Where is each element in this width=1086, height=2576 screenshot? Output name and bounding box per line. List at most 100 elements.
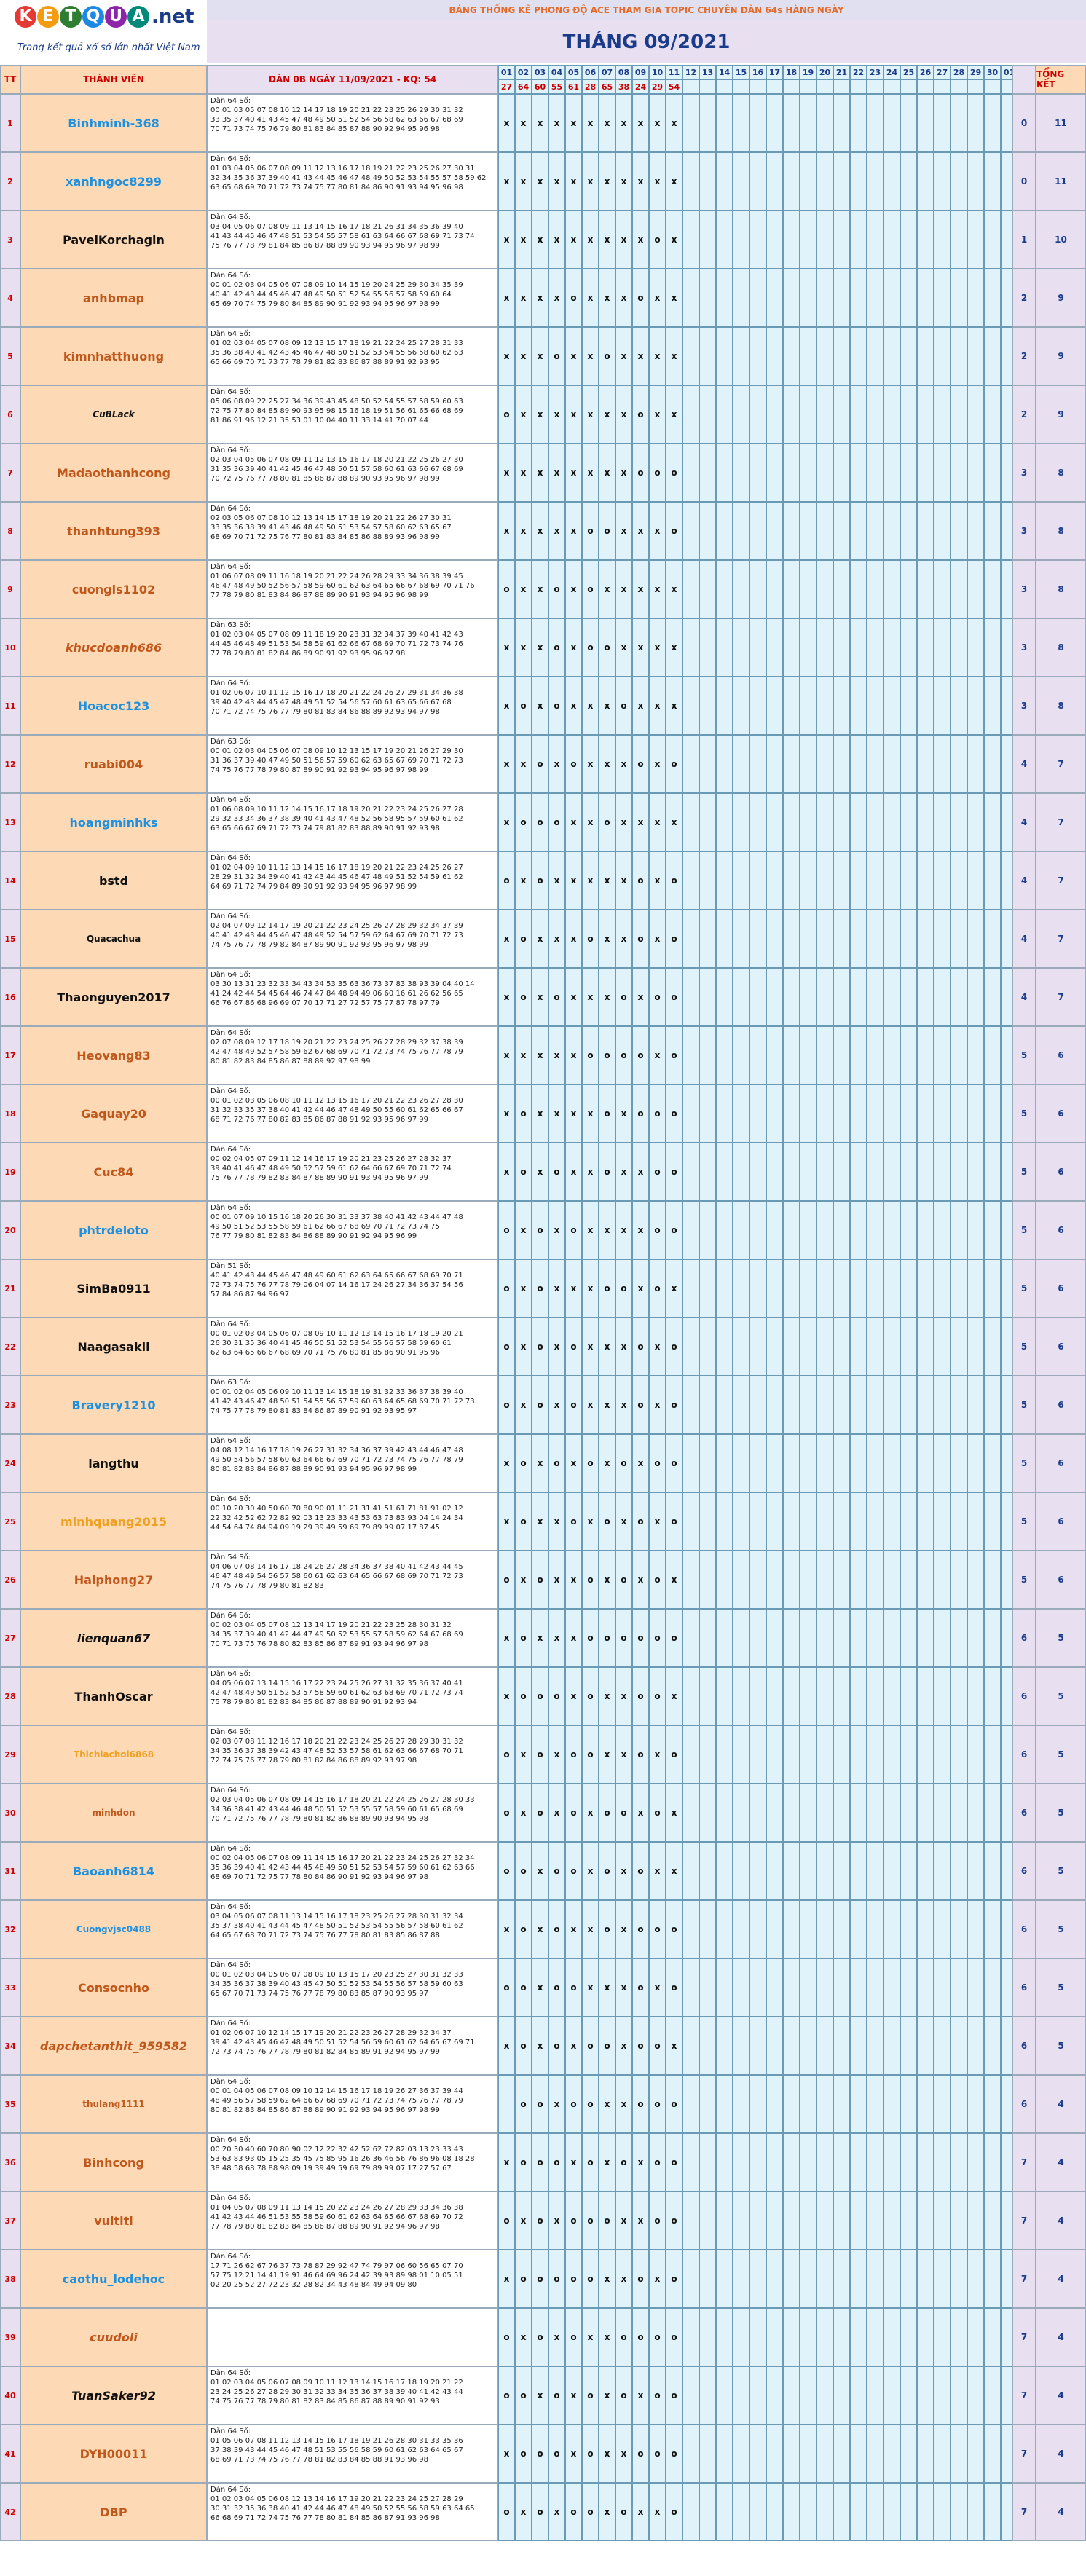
member-name[interactable]: anhbmap	[20, 269, 207, 327]
day-mark	[749, 2250, 766, 2308]
member-name[interactable]: phtrdeloto	[20, 1201, 207, 1259]
miss-count: 6	[1012, 1900, 1036, 1958]
member-name[interactable]: Gaquay20	[20, 1084, 207, 1143]
logo-area[interactable]: K E T Q U A .net Trang kết quả xổ số lớn nhất …	[0, 0, 207, 65]
member-name[interactable]: Cuongvjsc0488	[20, 1900, 207, 1958]
day-mark: x	[599, 1376, 615, 1434]
member-name[interactable]: Cuc84	[20, 1143, 207, 1201]
member-name[interactable]: Naagasakii	[20, 1317, 207, 1376]
day-mark: o	[515, 2425, 532, 2483]
day-mark: o	[565, 2075, 582, 2133]
day-mark	[800, 1784, 817, 1842]
number-set-line: 34 36 38 41 42 43 44 46 48 50 51 52 53 5…	[210, 1805, 463, 1813]
day-mark	[682, 1551, 699, 1609]
number-set-title: Dàn 64 Số:	[210, 971, 251, 979]
member-name[interactable]: Hoacoc123	[20, 677, 207, 735]
day-result: 54	[666, 79, 682, 94]
member-name[interactable]: DYH00011	[20, 2425, 207, 2483]
member-name[interactable]: langthu	[20, 1434, 207, 1492]
member-name[interactable]: Haiphong27	[20, 1551, 207, 1609]
day-mark	[800, 851, 817, 910]
number-set-line: 39 40 41 46 47 48 49 50 52 57 59 61 62 6…	[210, 1165, 452, 1173]
member-name[interactable]: Quacachua	[20, 910, 207, 968]
day-mark: o	[515, 1958, 532, 2017]
member-name[interactable]: Baoanh6814	[20, 1842, 207, 1900]
day-mark	[783, 1026, 800, 1084]
member-name[interactable]: SimBa0911	[20, 1259, 207, 1317]
day-mark	[766, 1551, 783, 1609]
day-mark	[766, 1201, 783, 1259]
number-set-line: 00 01 03 05 07 08 10 12 14 17 18 19 20 2…	[210, 106, 463, 114]
member-name[interactable]: hoangminhks	[20, 793, 207, 851]
number-set-line: 04 06 07 08 14 16 17 18 24 26 27 28 34 3…	[210, 1563, 463, 1571]
member-name[interactable]: Binhminh-368	[20, 94, 207, 152]
day-mark: x	[599, 2425, 615, 2483]
day-mark	[800, 2075, 817, 2133]
member-name[interactable]: Heovang83	[20, 1026, 207, 1084]
day-mark	[783, 1609, 800, 1667]
day-mark: x	[666, 677, 682, 735]
member-name[interactable]: bstd	[20, 851, 207, 910]
day-mark	[733, 2366, 749, 2425]
day-header: 10	[649, 65, 666, 79]
member-name[interactable]: TuanSaker92	[20, 2366, 207, 2425]
day-mark: x	[498, 1084, 515, 1143]
day-mark	[800, 2425, 817, 2483]
member-name[interactable]: vuititi	[20, 2191, 207, 2250]
member-name[interactable]: Madaothanhcong	[20, 444, 207, 502]
day-mark	[817, 793, 833, 851]
member-name[interactable]: lienquan67	[20, 1609, 207, 1667]
day-result	[967, 79, 984, 94]
day-mark: o	[582, 1551, 599, 1609]
member-name[interactable]: DBP	[20, 2483, 207, 2541]
day-mark	[682, 2308, 699, 2366]
member-name[interactable]: dapchetanthit_959582	[20, 2017, 207, 2075]
member-name[interactable]: Binhcong	[20, 2133, 207, 2191]
member-name[interactable]: thulang1111	[20, 2075, 207, 2133]
member-name[interactable]: thanhtung393	[20, 502, 207, 560]
day-mark: x	[498, 1026, 515, 1084]
day-mark	[884, 1317, 900, 1376]
day-mark	[967, 1842, 984, 1900]
day-mark	[800, 2250, 817, 2308]
member-name[interactable]: minhquang2015	[20, 1492, 207, 1551]
member-name[interactable]: kimnhatthuong	[20, 327, 207, 385]
member-name[interactable]: khucdoanh686	[20, 618, 207, 677]
day-mark	[817, 1317, 833, 1376]
day-mark: x	[599, 851, 615, 910]
member-name[interactable]: PavelKorchagin	[20, 210, 207, 269]
member-name[interactable]: Thichlachoi6868	[20, 1725, 207, 1784]
day-mark	[800, 1725, 817, 1784]
member-name[interactable]: xanhngoc8299	[20, 152, 207, 210]
total-count: 9	[1036, 385, 1086, 444]
day-mark: o	[666, 2250, 682, 2308]
day-mark	[934, 968, 951, 1026]
day-mark	[682, 2075, 699, 2133]
day-mark	[833, 1317, 850, 1376]
day-mark	[733, 1026, 749, 1084]
total-count: 10	[1036, 210, 1086, 269]
ketqua-logo[interactable]: K E T Q U A .net	[15, 6, 194, 28]
day-mark	[884, 1259, 900, 1317]
day-mark	[984, 618, 1001, 677]
day-mark	[783, 2075, 800, 2133]
day-mark	[800, 1551, 817, 1609]
number-set-line: 77 78 79 80 81 82 84 86 89 90 91 92 93 9…	[210, 650, 406, 658]
number-set-title: Dàn 64 Số:	[210, 2427, 251, 2435]
member-name[interactable]: cuongls1102	[20, 560, 207, 618]
member-name[interactable]: cuudoli	[20, 2308, 207, 2366]
member-name[interactable]: minhdon	[20, 1784, 207, 1842]
member-name[interactable]: caothu_lodehoc	[20, 2250, 207, 2308]
day-mark	[850, 1958, 867, 2017]
day-mark: x	[548, 502, 565, 560]
day-mark: o	[498, 2308, 515, 2366]
member-name[interactable]: Thaonguyen2017	[20, 968, 207, 1026]
member-name[interactable]: Bravery1210	[20, 1376, 207, 1434]
member-name[interactable]: ThanhOscar	[20, 1667, 207, 1725]
member-name[interactable]: Consocnho	[20, 1958, 207, 2017]
day-mark: x	[666, 152, 682, 210]
day-mark	[951, 1900, 967, 1958]
member-name[interactable]: CuBLack	[20, 385, 207, 444]
member-name[interactable]: ruabi004	[20, 735, 207, 793]
number-set-title: Dàn 64 Số:	[210, 1495, 251, 1503]
